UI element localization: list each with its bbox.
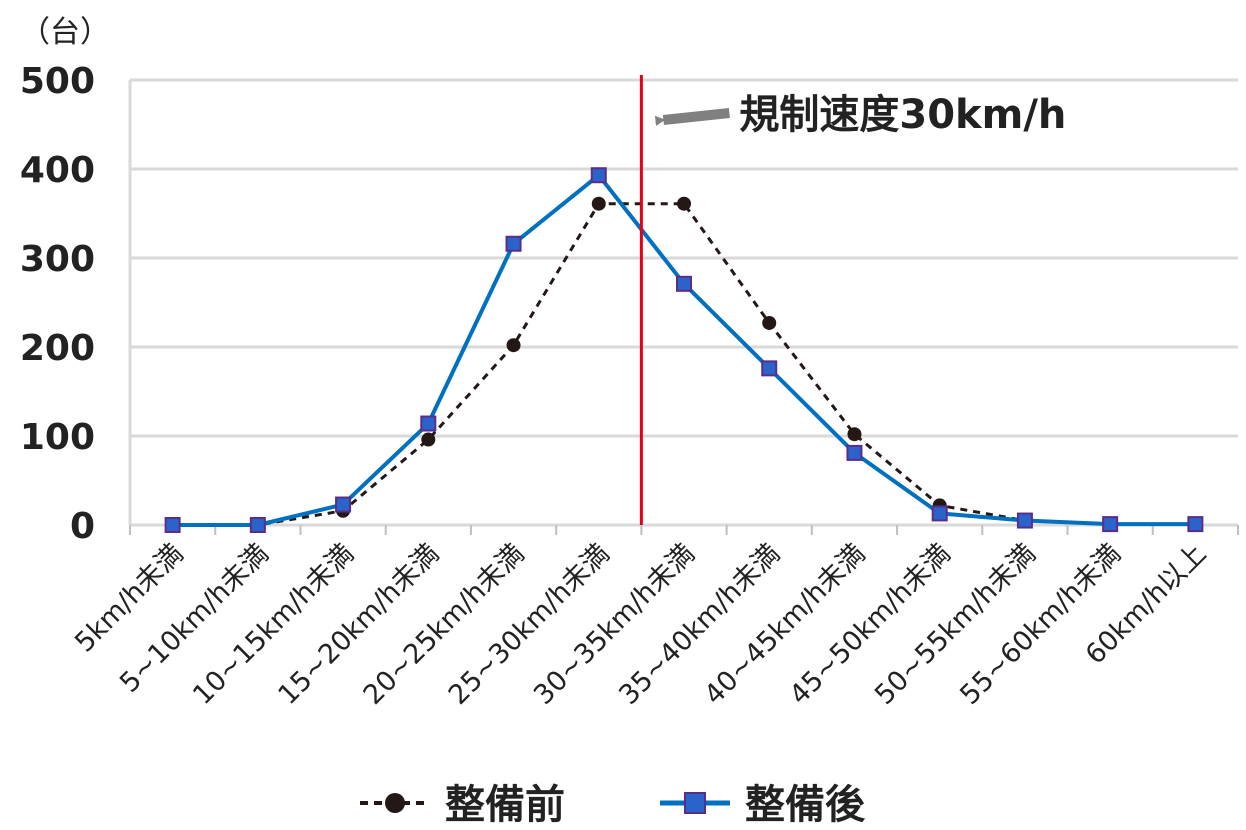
data-point (506, 338, 521, 353)
y-unit-label: （台） (20, 15, 110, 50)
legend-label: 整備前 (445, 782, 565, 828)
y-tick-label: 500 (20, 61, 95, 102)
reference-line-label: 規制速度30km/h (739, 92, 1066, 138)
data-point (846, 444, 863, 461)
x-tick-label: 40~45km/h未満 (699, 538, 872, 711)
x-tick-label: 35~40km/h未満 (613, 538, 786, 711)
series-1 (165, 196, 1203, 532)
reference-line-group: 規制速度30km/h (639, 75, 1066, 525)
y-tick-label: 100 (20, 417, 95, 458)
data-point (164, 517, 181, 533)
data-point (762, 315, 777, 330)
y-axis: 0 100 200 300 400 500 (20, 61, 95, 547)
x-tick-label: 5~10km/h未満 (114, 538, 275, 699)
data-point (676, 275, 692, 292)
series-line (172, 202, 1196, 527)
data-point (590, 167, 607, 184)
y-tick-label: 200 (20, 328, 95, 369)
x-tick-label: 25~30km/h未満 (443, 538, 616, 711)
data-point (1187, 516, 1204, 533)
x-tick-label: 55~60km/h未満 (954, 538, 1127, 711)
grid-lines (128, 78, 1238, 527)
data-point (335, 496, 352, 513)
legend-marker (684, 792, 706, 814)
data-point (761, 360, 778, 377)
data-point (249, 517, 266, 533)
x-tick-label: 15~20km/h未満 (272, 538, 445, 711)
series-layer (164, 167, 1204, 533)
data-point (591, 196, 606, 211)
legend-item-1: 整備前 (360, 782, 565, 828)
legend-item-2: 整備後 (660, 782, 866, 828)
legend: 整備前 整備後 (360, 782, 866, 828)
y-tick-label: 0 (70, 506, 95, 547)
x-tick-label: 20~25km/h未満 (358, 538, 531, 711)
x-axis: 5km/h未満5~10km/h未満10~15km/h未満15~20km/h未満2… (69, 525, 1239, 711)
data-point (931, 505, 948, 522)
legend-label: 整備後 (745, 782, 866, 828)
data-point (420, 415, 437, 432)
y-tick-label: 400 (20, 150, 95, 191)
y-tick-label: 300 (20, 239, 95, 280)
x-tick-label: 50~55km/h未満 (869, 538, 1042, 711)
reference-arrow (654, 108, 730, 126)
data-point (847, 427, 862, 442)
legend-marker (385, 793, 405, 813)
data-point (1016, 512, 1033, 529)
x-tick-label: 30~35km/h未満 (528, 538, 701, 711)
series-2 (164, 167, 1204, 533)
data-point (505, 235, 522, 252)
data-point (1102, 516, 1119, 533)
x-tick-label: 45~50km/h未満 (784, 538, 957, 711)
series-line (172, 173, 1196, 527)
data-point (677, 196, 691, 211)
data-point (421, 432, 436, 447)
x-tick-label: 10~15km/h未満 (187, 538, 360, 711)
